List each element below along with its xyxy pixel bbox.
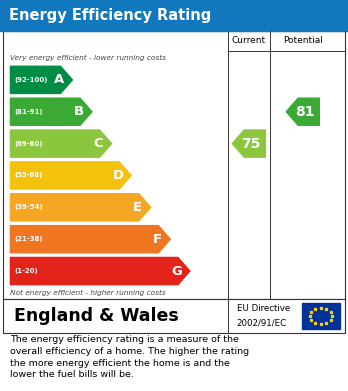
Text: Potential: Potential [283,36,323,45]
Text: Current: Current [232,36,266,45]
Text: C: C [94,137,103,150]
Bar [3,299,345,333]
Text: E: E [133,201,142,214]
Bar [302,303,340,329]
Polygon shape [10,130,112,157]
Text: Very energy efficient - lower running costs: Very energy efficient - lower running co… [10,54,166,61]
Polygon shape [232,130,265,157]
Text: Not energy efficient - higher running costs: Not energy efficient - higher running co… [10,290,166,296]
Text: (81-91): (81-91) [15,109,43,115]
Text: The energy efficiency rating is a measure of the
overall efficiency of a home. T: The energy efficiency rating is a measur… [10,335,250,380]
Text: Energy Efficiency Rating: Energy Efficiency Rating [9,8,211,23]
Text: 81: 81 [295,105,314,119]
Polygon shape [10,257,190,285]
Text: (92-100): (92-100) [15,77,48,83]
Polygon shape [10,162,131,189]
Polygon shape [286,98,319,125]
Text: A: A [54,74,64,86]
Text: G: G [171,265,182,278]
Bar [3,30,345,299]
Text: EU Directive: EU Directive [237,304,290,314]
Polygon shape [10,98,92,125]
Text: (1-20): (1-20) [15,268,38,274]
Text: F: F [153,233,162,246]
Text: England & Wales: England & Wales [14,307,179,325]
Text: (69-80): (69-80) [15,141,43,147]
Text: D: D [112,169,124,182]
Text: B: B [74,105,84,118]
Bar [0,0,348,31]
Text: 2002/91/EC: 2002/91/EC [237,318,287,328]
Text: 75: 75 [241,136,260,151]
Polygon shape [10,66,72,93]
Polygon shape [10,226,170,253]
Text: (39-54): (39-54) [15,204,43,210]
Text: (21-38): (21-38) [15,236,43,242]
Polygon shape [10,194,151,221]
Text: (55-68): (55-68) [15,172,43,178]
